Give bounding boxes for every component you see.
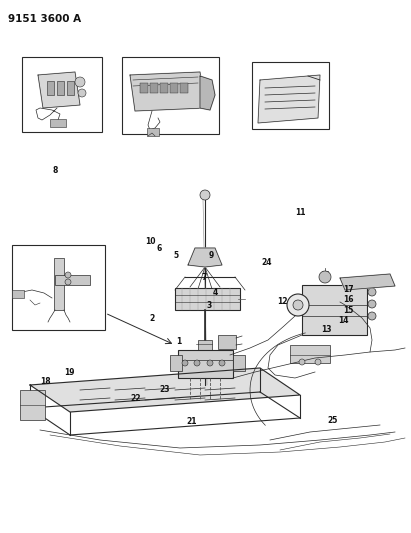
- Text: 5: 5: [173, 252, 178, 260]
- Circle shape: [75, 77, 85, 87]
- Text: 11: 11: [295, 208, 305, 216]
- Circle shape: [287, 294, 309, 316]
- Bar: [54, 258, 64, 310]
- Polygon shape: [38, 72, 80, 108]
- Circle shape: [78, 89, 86, 97]
- Text: 25: 25: [328, 416, 338, 424]
- Polygon shape: [130, 72, 205, 111]
- Bar: [252, 62, 329, 129]
- Text: 21: 21: [187, 417, 197, 425]
- Text: 10: 10: [145, 237, 155, 246]
- Bar: [170, 355, 182, 371]
- Bar: [218, 335, 236, 349]
- Text: 17: 17: [343, 285, 354, 294]
- Circle shape: [299, 359, 305, 365]
- Polygon shape: [30, 368, 300, 412]
- Text: 9: 9: [209, 252, 214, 260]
- Bar: [57, 81, 64, 95]
- Circle shape: [194, 360, 200, 366]
- Circle shape: [319, 271, 331, 283]
- Text: 7: 7: [201, 273, 207, 281]
- Bar: [47, 81, 54, 95]
- Text: 6: 6: [157, 245, 162, 253]
- Bar: [22, 57, 102, 132]
- Bar: [20, 390, 45, 420]
- Bar: [198, 340, 212, 350]
- Bar: [160, 83, 168, 93]
- Circle shape: [368, 312, 376, 320]
- Bar: [178, 350, 233, 378]
- Text: 24: 24: [261, 259, 272, 267]
- Polygon shape: [188, 248, 222, 267]
- Text: 16: 16: [343, 295, 354, 304]
- Text: 3: 3: [207, 301, 212, 310]
- Bar: [180, 83, 188, 93]
- Circle shape: [315, 359, 321, 365]
- Text: 15: 15: [343, 306, 354, 314]
- Polygon shape: [340, 274, 395, 290]
- Polygon shape: [258, 75, 320, 123]
- Text: 8: 8: [53, 166, 58, 175]
- Text: 4: 4: [213, 288, 218, 296]
- Circle shape: [219, 360, 225, 366]
- Bar: [302, 285, 367, 335]
- Bar: [67, 81, 74, 95]
- Text: 22: 22: [130, 394, 141, 403]
- Bar: [12, 290, 24, 298]
- Bar: [55, 275, 90, 285]
- Text: 2: 2: [150, 314, 155, 323]
- Text: 19: 19: [64, 368, 74, 376]
- Text: 14: 14: [338, 317, 349, 325]
- Text: 23: 23: [159, 385, 170, 393]
- Bar: [233, 355, 245, 371]
- Bar: [140, 83, 148, 93]
- Bar: [50, 119, 66, 127]
- Circle shape: [207, 360, 213, 366]
- Bar: [150, 83, 158, 93]
- Text: 12: 12: [277, 297, 288, 305]
- Bar: [122, 57, 219, 134]
- Text: 18: 18: [40, 377, 51, 385]
- Polygon shape: [200, 76, 215, 110]
- Bar: [147, 128, 159, 136]
- Circle shape: [182, 360, 188, 366]
- Circle shape: [65, 279, 71, 285]
- Bar: [175, 288, 240, 310]
- Text: 9151 3600 A: 9151 3600 A: [8, 14, 81, 24]
- Circle shape: [368, 300, 376, 308]
- Circle shape: [293, 300, 303, 310]
- Bar: [290, 345, 330, 363]
- Bar: [170, 83, 178, 93]
- Text: 1: 1: [176, 337, 181, 345]
- Bar: [12, 245, 105, 330]
- Circle shape: [368, 288, 376, 296]
- Text: 13: 13: [321, 325, 331, 334]
- Circle shape: [65, 272, 71, 278]
- Circle shape: [200, 190, 210, 200]
